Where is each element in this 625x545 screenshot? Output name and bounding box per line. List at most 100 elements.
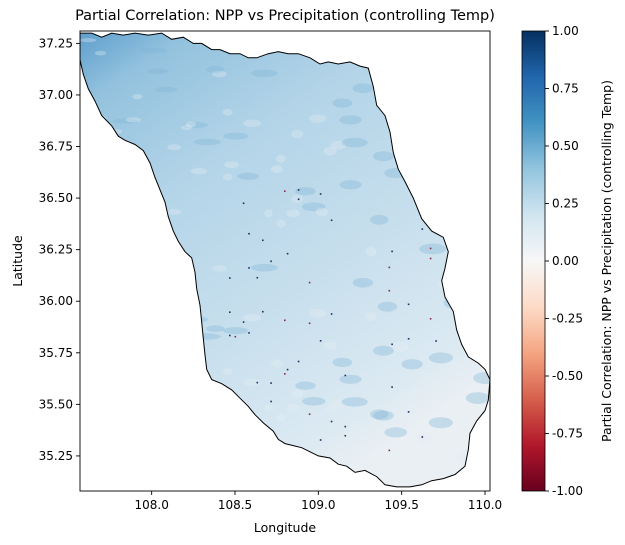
texture-patch xyxy=(193,333,221,340)
texture-patch xyxy=(224,420,240,428)
y-tick-label: 37.00 xyxy=(39,88,73,102)
texture-patch xyxy=(154,346,178,352)
pixel-dot xyxy=(229,334,231,337)
y-tick-label: 36.25 xyxy=(39,243,73,257)
texture-patch xyxy=(133,226,159,232)
texture-patch xyxy=(132,353,143,359)
y-tick-label: 35.50 xyxy=(39,397,73,411)
y-tick-label: 36.50 xyxy=(39,191,73,205)
texture-patch xyxy=(185,121,196,128)
texture-patch xyxy=(295,187,316,196)
pixel-dot xyxy=(297,198,300,201)
y-tick-label: 37.25 xyxy=(39,36,73,50)
texture-patch xyxy=(302,397,326,406)
texture-patch xyxy=(190,168,208,175)
texture-patch xyxy=(224,161,240,169)
texture-patch xyxy=(438,83,452,96)
colorbar-tick-label: -0.75 xyxy=(552,427,583,441)
texture-patch xyxy=(377,301,398,312)
y-axis-ticks: 35.25 35.50 35.75 36.00 36.25 36.50 36.75 37.00… xyxy=(39,36,80,463)
x-tick-label: 108.5 xyxy=(218,498,252,512)
colorbar-tick-label: -0.50 xyxy=(552,369,583,383)
texture-patch xyxy=(243,119,262,127)
texture-patch xyxy=(94,51,107,56)
x-tick-label: 108.0 xyxy=(134,498,168,512)
pixel-dot xyxy=(284,373,286,375)
texture-patch xyxy=(139,307,168,313)
texture-patch xyxy=(104,328,114,333)
pixel-dot xyxy=(344,374,347,377)
pixel-dot xyxy=(234,335,237,338)
pixel-dot xyxy=(284,319,286,322)
pixel-dot xyxy=(229,277,231,279)
x-tick-label: 109.5 xyxy=(384,498,418,512)
colorbar-tick-label: 0.50 xyxy=(552,139,579,153)
map-plot-area xyxy=(80,32,490,488)
texture-patch xyxy=(112,313,138,319)
texture-patch xyxy=(456,450,475,463)
texture-patch xyxy=(443,37,463,50)
y-tick-label: 36.75 xyxy=(39,140,73,154)
texture-patch xyxy=(167,209,182,215)
pixel-dot xyxy=(248,267,250,269)
region-fill xyxy=(80,33,490,487)
texture-patch xyxy=(237,172,259,180)
texture-patch xyxy=(181,122,208,129)
texture-patch xyxy=(465,392,490,404)
texture-patch xyxy=(264,209,273,218)
texture-patch xyxy=(413,128,428,140)
texture-patch xyxy=(119,349,139,355)
colorbar-tick-label: 1.00 xyxy=(552,24,579,38)
texture-patch xyxy=(323,406,337,415)
pixel-dot xyxy=(308,322,311,325)
texture-patch xyxy=(384,427,408,438)
texture-patch xyxy=(80,38,97,43)
pixel-dot xyxy=(248,232,250,235)
texture-patch xyxy=(365,246,377,257)
texture-patch xyxy=(276,154,286,163)
texture-patch xyxy=(270,359,283,368)
texture-patch xyxy=(332,357,353,367)
map-axes: 108.0 108.5 109.0 109.5 110.0 35.25 35.50 35.7… xyxy=(10,30,502,535)
pixel-dot xyxy=(308,413,311,415)
pixel-dot xyxy=(248,332,250,334)
colorbar-tick-label: 0.00 xyxy=(552,254,579,268)
texture-patch xyxy=(309,114,327,123)
pixel-dot xyxy=(388,289,391,292)
texture-patch xyxy=(206,66,225,73)
pixel-dot xyxy=(286,368,289,371)
pixel-dot xyxy=(429,247,432,250)
texture-patch xyxy=(341,397,368,407)
texture-patch xyxy=(270,165,283,174)
x-axis-ticks: 108.0 108.5 109.0 109.5 110.0 xyxy=(134,491,502,512)
pixel-dot xyxy=(270,260,272,263)
axes-frame xyxy=(79,30,491,492)
texture-patch xyxy=(94,310,107,315)
texture-patch xyxy=(341,137,368,148)
texture-patch xyxy=(185,380,196,387)
texture-patch xyxy=(181,124,193,131)
texture-patch xyxy=(323,146,337,156)
pixel-dot xyxy=(270,400,272,403)
texture-patch xyxy=(139,47,168,54)
texture-patch xyxy=(295,381,316,390)
pixel-dot xyxy=(429,257,432,260)
pixel-dot xyxy=(297,360,300,363)
texture-patch xyxy=(444,479,470,487)
texture-patch xyxy=(125,117,141,123)
texture-patch xyxy=(373,410,394,421)
pixel-dot xyxy=(407,303,410,306)
texture-patch xyxy=(373,345,394,356)
texture-patch xyxy=(132,288,143,294)
texture-patch xyxy=(111,323,123,329)
colorbar-tick-label: -1.00 xyxy=(552,484,583,498)
texture-patch xyxy=(147,68,169,75)
texture-patch xyxy=(291,130,304,139)
pixel-dot xyxy=(421,436,424,438)
pixel-dot xyxy=(388,266,391,269)
pixel-dot xyxy=(429,318,432,320)
texture-patch xyxy=(377,42,398,53)
texture-patch xyxy=(185,315,196,323)
texture-patch xyxy=(104,133,114,139)
